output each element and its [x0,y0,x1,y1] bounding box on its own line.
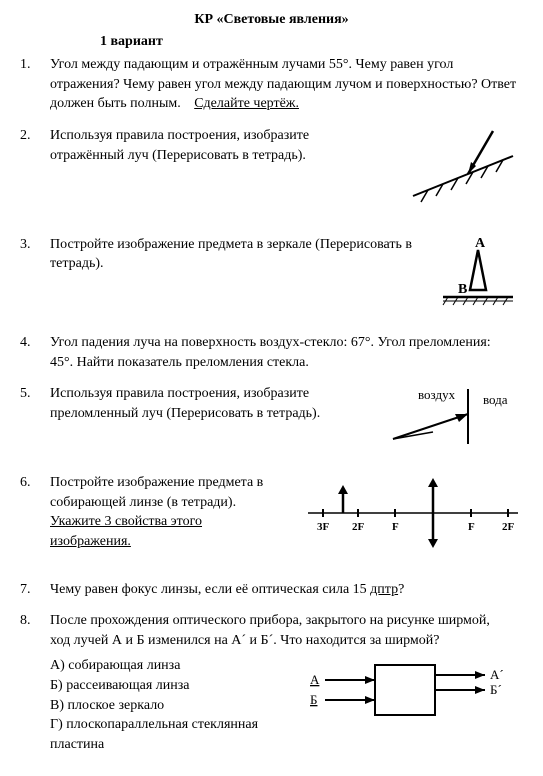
svg-text:Б´: Б´ [490,682,502,697]
qnum: 7. [20,580,50,600]
q6-figure: 3F 2F F F 2F [303,473,523,560]
option-a: А) собирающая линза [50,656,300,676]
label-water: вода [483,392,508,407]
svg-text:3F: 3F [317,521,330,533]
variant-label: 1 вариант [20,32,523,52]
q5-figure: воздух вода [373,384,523,461]
q8-figure: А Б А´ Б´ [300,650,510,737]
q1-underline: Сделайте чертёж. [194,96,299,111]
svg-text:F: F [468,521,475,533]
question-6: 6. Постройте изображение предмета в соби… [20,473,523,560]
q7-text: Чему равен фокус линзы, если её оптическ… [50,582,370,597]
svg-text:А: А [310,672,320,687]
qnum: 2. [20,126,50,223]
svg-text:2F: 2F [352,521,365,533]
question-2: 2. Используя правила построения, изобраз… [20,126,523,223]
qnum: 5. [20,384,50,461]
qnum: 6. [20,473,50,560]
q5-text: Используя правила построения, изобразите… [50,384,353,423]
qnum: 1. [20,55,50,114]
q7-unit: дптр [370,582,398,597]
qnum: 4. [20,333,50,372]
question-8: 8. После прохождения оптического прибора… [20,611,523,754]
option-d: Г) плоскопараллельная стеклянная пластин… [50,715,300,754]
label-a: А [475,236,486,251]
document-title: КР «Световые явления» [20,10,523,30]
q4-text: Угол падения луча на поверхность воздух-… [50,333,513,372]
q3-text: Постройте изображение предмета в зеркале… [50,235,413,274]
question-4: 4. Угол падения луча на поверхность возд… [20,333,523,372]
svg-text:А´: А´ [490,667,504,682]
label-b: В [458,282,467,297]
svg-text:Б: Б [310,692,317,707]
svg-text:F: F [392,521,399,533]
q3-figure: А В [433,235,523,322]
question-7: 7. Чему равен фокус линзы, если её оптич… [20,580,523,600]
option-b: Б) рассеивающая линза [50,676,300,696]
svg-text:2F: 2F [502,521,515,533]
question-1: 1. Угол между падающим и отражённым луча… [20,55,523,114]
q8-text: После прохождения оптического прибора, з… [50,611,513,650]
question-3: 3. Постройте изображение предмета в зерк… [20,235,523,322]
label-air: воздух [418,387,456,402]
q6-text: Постройте изображение предмета в собираю… [50,473,283,551]
option-c: В) плоское зеркало [50,696,300,716]
q8-options: А) собирающая линза Б) рассеивающая линз… [50,656,300,754]
q2-figure [393,126,523,223]
q2-text: Используя правила построения, изобразите… [50,126,373,165]
question-5: 5. Используя правила построения, изобраз… [20,384,523,461]
qnum: 3. [20,235,50,322]
qnum: 8. [20,611,50,754]
